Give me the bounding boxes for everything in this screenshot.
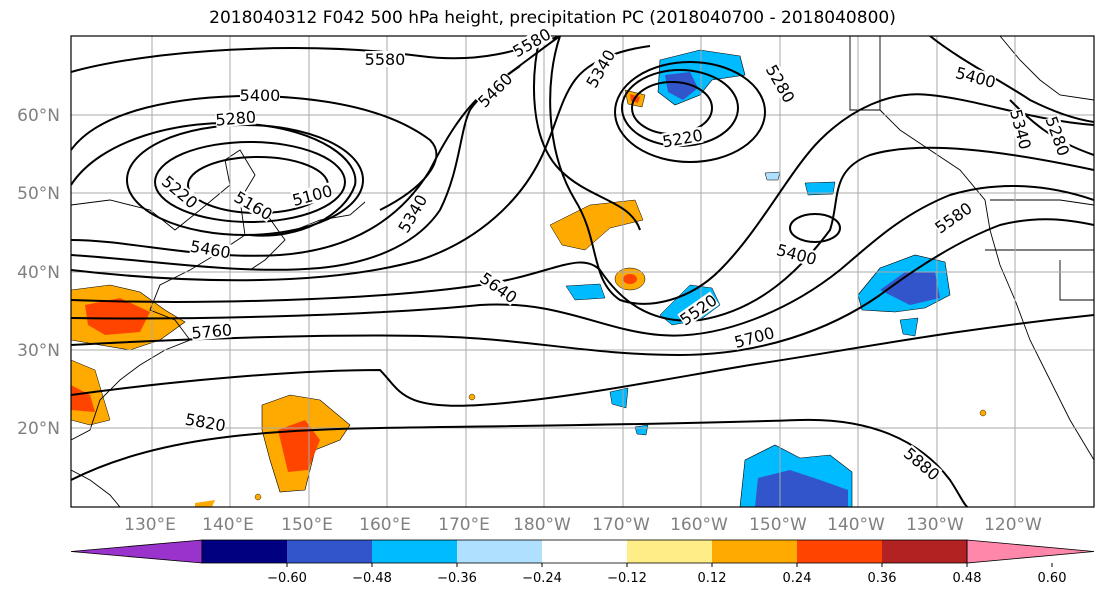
contour-label-bg	[184, 410, 227, 434]
contour-label-bg	[215, 108, 257, 128]
contour-label-bg	[901, 444, 943, 483]
colorbar-tick-label: −0.60	[267, 571, 307, 586]
colorbar-segment	[797, 540, 882, 563]
height-contours	[71, 36, 1094, 507]
contour-label: 5280	[215, 107, 257, 129]
lon-label: 140°W	[827, 515, 885, 535]
contour-label-bg	[395, 192, 430, 235]
colorbar-ticks: −0.60 −0.48 −0.36 −0.24 −0.12 0.12 0.24 0.36 0.4…	[267, 563, 1066, 586]
contour-label-bg	[583, 47, 618, 90]
lon-label: 170°W	[592, 515, 650, 535]
contour-label-bg	[191, 321, 233, 341]
lat-label: 40°N	[17, 263, 60, 283]
contour-label-bg	[1007, 107, 1034, 151]
contour-label-bg	[475, 70, 515, 110]
lon-label: 150°W	[749, 515, 807, 535]
colorbar-tick-label: 0.36	[868, 571, 897, 586]
contour-label-bg	[232, 188, 275, 223]
lon-label: 120°W	[984, 515, 1042, 535]
colorbar-tick-label: −0.48	[352, 571, 392, 586]
contour-label-bg	[159, 172, 201, 211]
contour-label: 5580	[365, 50, 406, 69]
colorbar-tick-label: 0.12	[698, 571, 727, 586]
colorbar-tick-label: −0.24	[522, 571, 562, 586]
colorbar-extend-low	[70, 539, 203, 564]
contour-label-bg	[365, 51, 405, 67]
colorbar-extend-high	[966, 539, 1095, 564]
lat-label: 20°N	[17, 419, 60, 439]
contour-label-bg	[932, 199, 975, 236]
lat-label: 60°N	[17, 106, 60, 126]
contour-label-bg	[1043, 114, 1073, 158]
lon-label: 130°W	[906, 515, 964, 535]
contour-label-bg	[189, 237, 232, 261]
contour-label: 5400	[240, 86, 281, 105]
contour-label-bg	[661, 126, 704, 150]
longitude-labels: 130°E 140°E 150°E 160°E 170°E 180°W 170°…	[124, 515, 1042, 535]
precip-shading	[71, 49, 987, 507]
colorbar-tick-label: −0.36	[437, 571, 477, 586]
lon-label: 130°E	[124, 515, 176, 535]
colorbar	[70, 539, 1095, 564]
contour-label-bg	[240, 87, 280, 103]
colorbar-segment	[457, 540, 542, 563]
lon-label: 150°E	[281, 515, 333, 535]
colorbar-segment	[287, 540, 372, 563]
contour-label: 5760	[191, 320, 233, 342]
colorbar-segment	[712, 540, 797, 563]
colorbar-segment	[202, 540, 287, 563]
colorbar-frame	[201, 539, 968, 564]
contour-label-bg	[954, 64, 998, 91]
lon-label: 160°E	[359, 515, 411, 535]
contour-label-bg	[677, 291, 720, 328]
lon-label: 140°E	[202, 515, 254, 535]
colorbar-segment	[882, 540, 967, 563]
map-frame	[70, 35, 1095, 508]
contour-label-bg	[290, 182, 334, 209]
colorbar-segment	[372, 540, 457, 563]
contour-label-bg	[477, 269, 520, 306]
colorbar-segment	[542, 540, 627, 563]
colorbar-tick-label: 0.48	[953, 571, 982, 586]
map-title: 2018040312 F042 500 hPa height, precipit…	[209, 8, 896, 28]
contour-label-bg	[775, 241, 819, 268]
colorbar-tick-label: 0.60	[1038, 571, 1067, 586]
lon-label: 170°E	[438, 515, 490, 535]
colorbar-tick-label: 0.24	[783, 571, 812, 586]
colorbar-segment	[627, 540, 712, 563]
lat-label: 50°N	[17, 184, 60, 204]
contour-label-bg	[510, 25, 553, 60]
contour-label-bg	[763, 62, 798, 105]
lat-label: 30°N	[17, 341, 60, 361]
latitude-labels: 60°N 50°N 40°N 30°N 20°N	[17, 106, 60, 439]
lon-label: 160°W	[670, 515, 728, 535]
colorbar-tick-label: −0.12	[607, 571, 647, 586]
contour-label-bg	[732, 324, 776, 351]
lon-label: 180°W	[513, 515, 571, 535]
